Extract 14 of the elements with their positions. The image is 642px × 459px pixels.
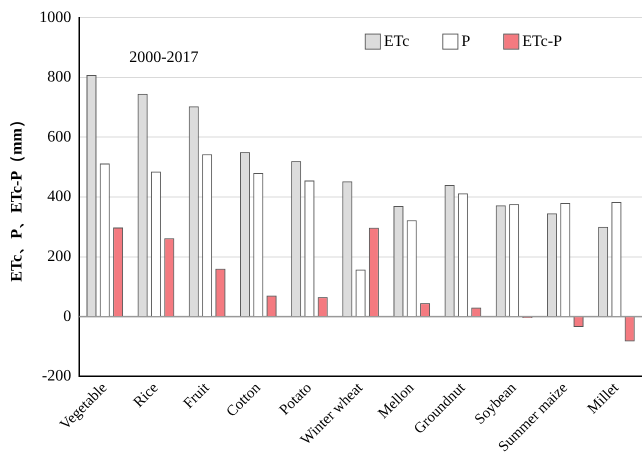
y-tick-label: 1000 <box>39 8 72 26</box>
annotation: 2000-2017 <box>129 48 199 66</box>
y-tick-label: 400 <box>47 188 72 206</box>
y-tick-label: 200 <box>47 248 72 265</box>
y-tick-label: 600 <box>47 128 72 146</box>
y-axis-title: ETc、P、ETc-P（mm） <box>8 112 26 282</box>
x-tick-label: Rice <box>130 380 162 411</box>
y-tick-label: 0 <box>63 308 72 325</box>
x-tick-label: Fruit <box>180 379 214 412</box>
legend-label: ETc-P <box>522 32 562 50</box>
y-tick-label: -200 <box>42 368 72 385</box>
legend-label: P <box>461 32 470 50</box>
legend-label: ETc <box>384 32 410 50</box>
y-tick-label: 800 <box>47 68 72 86</box>
